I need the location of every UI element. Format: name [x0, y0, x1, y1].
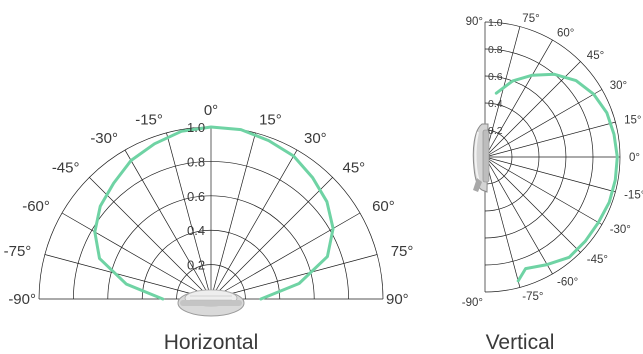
vertical-radial-label-0: 0.2 — [488, 125, 503, 137]
vertical-spoke-2 — [484, 39, 553, 158]
lamp-fixture-side-icon — [472, 123, 490, 193]
vertical-radial-label-3: 0.8 — [488, 44, 503, 56]
vertical-angle-label-0: 90° — [466, 16, 483, 28]
horizontal-chart-title: Horizontal — [164, 331, 259, 354]
horizontal-spoke-7 — [210, 132, 256, 300]
vertical-spoke-4 — [484, 89, 603, 158]
horizontal-angle-label-4: -30° — [90, 130, 118, 147]
vertical-angle-label-5: 15° — [624, 115, 641, 127]
vertical-angle-label-1: 75° — [522, 13, 539, 25]
horizontal-angle-label-7: 15° — [259, 111, 282, 128]
vertical-chart-title: Vertical — [486, 331, 555, 354]
vertical-radial-label-4: 1.0 — [488, 17, 503, 29]
horizontal-spoke-11 — [210, 254, 378, 300]
horizontal-angle-label-8: 30° — [304, 130, 327, 147]
horizontal-spoke-8 — [210, 149, 298, 300]
horizontal-angle-label-5: -15° — [135, 111, 163, 128]
horizontal-angle-label-9: 45° — [343, 160, 366, 177]
vertical-angle-label-2: 60° — [557, 27, 574, 39]
horizontal-angle-label-3: -45° — [52, 160, 80, 177]
horizontal-spoke-5 — [166, 132, 212, 300]
vertical-angle-label-3: 45° — [587, 50, 604, 62]
horizontal-radial-label-3: 0.8 — [187, 154, 205, 169]
horizontal-labels: -90° -75° -60° -45° -30° -15° 0° 15° 30° 45° 60° 75… — [4, 102, 414, 308]
horizontal-radial-label-4: 1.0 — [187, 120, 205, 135]
vertical-angle-label-4: 30° — [610, 80, 627, 92]
vertical-series-line-0 — [494, 72, 619, 283]
vertical-radial-label-1: 0.4 — [488, 98, 503, 110]
horizontal-angle-label-12: 90° — [386, 291, 409, 308]
vertical-series — [494, 72, 619, 283]
vertical-spoke-9 — [484, 156, 581, 253]
horizontal-series-line-0 — [93, 125, 335, 301]
horizontal-angle-label-1: -75° — [4, 243, 32, 260]
vertical-angle-label-7: -15° — [624, 189, 643, 201]
vertical-angle-label-11: -75° — [522, 291, 543, 303]
vertical-angle-label-6: 0° — [629, 152, 640, 164]
horizontal-grid — [38, 126, 384, 300]
lamp-fixture-top-icon — [177, 289, 245, 317]
vertical-spoke-1 — [484, 26, 521, 158]
vertical-spoke-7 — [484, 156, 616, 193]
horizontal-spoke-4 — [124, 149, 212, 300]
horizontal-polar-chart: -90° -75° -60° -45° -30° -15° 0° 15° 30° 45° 60° 75… — [4, 102, 414, 354]
vertical-spoke-5 — [484, 121, 616, 158]
vertical-radial-label-2: 0.6 — [488, 71, 503, 83]
horizontal-angle-label-6: 0° — [204, 102, 218, 119]
horizontal-radial-label-0: 0.2 — [187, 258, 205, 273]
vertical-polar-chart: 90° 75° 60° 45° 30° 15° 0° -15° -30° -45° -60° -75°… — [462, 13, 643, 354]
horizontal-angle-label-11: 75° — [391, 243, 414, 260]
vertical-spoke-10 — [484, 156, 553, 275]
horizontal-spoke-1 — [44, 254, 212, 300]
horizontal-angle-label-2: -60° — [22, 198, 50, 215]
horizontal-spoke-9 — [210, 177, 333, 300]
horizontal-radial-label-1: 0.4 — [187, 223, 205, 238]
horizontal-angle-label-10: 60° — [372, 198, 395, 215]
vertical-angle-label-12: -90° — [462, 297, 483, 309]
horizontal-angle-label-0: -90° — [8, 291, 36, 308]
vertical-angle-label-8: -30° — [610, 224, 631, 236]
horizontal-spoke-3 — [89, 177, 212, 300]
vertical-angle-label-9: -45° — [587, 254, 608, 266]
horizontal-spoke-10 — [210, 212, 361, 300]
vertical-angle-label-10: -60° — [557, 277, 578, 289]
vertical-spoke-11 — [484, 156, 521, 288]
horizontal-spoke-2 — [61, 212, 212, 300]
horizontal-radial-label-2: 0.6 — [187, 189, 205, 204]
vertical-labels: 90° 75° 60° 45° 30° 15° 0° -15° -30° -45° -60° -75°… — [462, 13, 643, 309]
vertical-spoke-8 — [484, 156, 603, 225]
vertical-grid — [484, 21, 621, 293]
horizontal-series — [93, 125, 335, 301]
